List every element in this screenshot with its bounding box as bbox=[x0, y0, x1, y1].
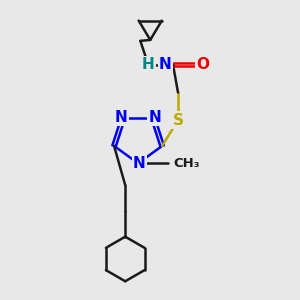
Text: N: N bbox=[159, 57, 172, 72]
Text: O: O bbox=[196, 57, 209, 72]
Text: CH₃: CH₃ bbox=[174, 157, 200, 170]
Text: N: N bbox=[115, 110, 128, 125]
Text: H: H bbox=[142, 57, 155, 72]
Text: N: N bbox=[148, 110, 161, 125]
Text: S: S bbox=[172, 113, 184, 128]
Text: N: N bbox=[133, 156, 146, 171]
